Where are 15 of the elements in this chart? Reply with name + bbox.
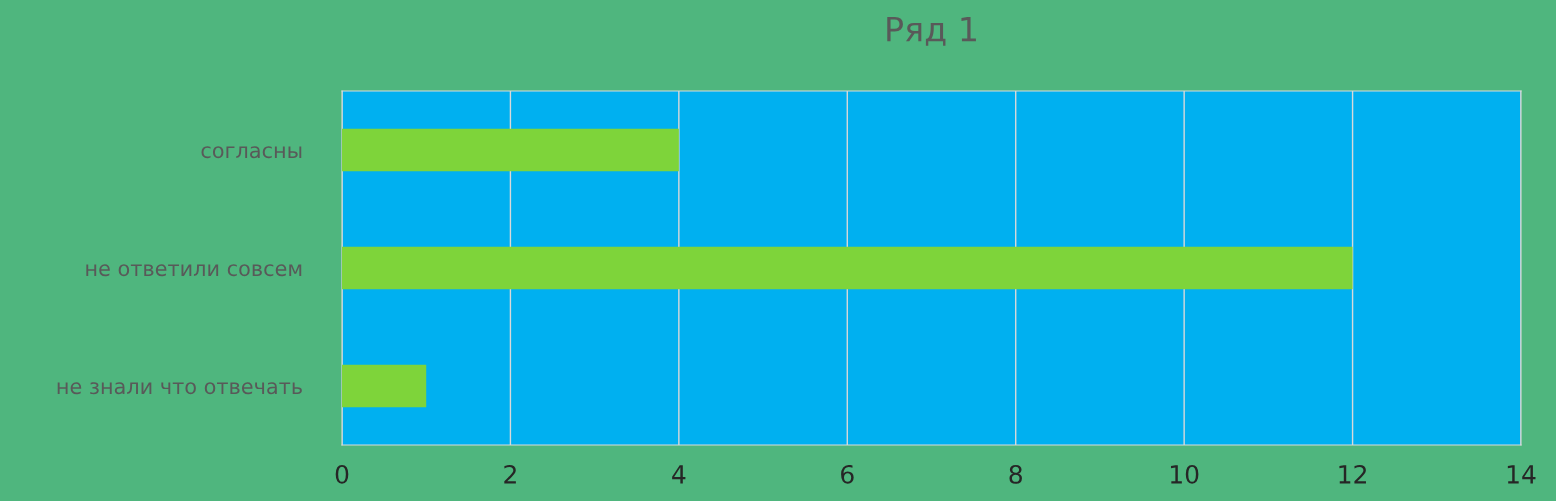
x-tick-label: 8	[1009, 464, 1022, 484]
x-tick-label: 2	[504, 464, 516, 484]
y-tick-label: не знали что отвечать	[57, 382, 302, 395]
chart-title: Ряд 1	[887, 16, 976, 46]
bar	[342, 246, 1353, 290]
x-tick-label: 12	[1339, 464, 1366, 484]
bar	[342, 364, 427, 408]
x-tick-label: 4	[672, 465, 686, 484]
x-tick-label: 6	[841, 464, 854, 484]
y-tick-label: согласны	[201, 146, 302, 159]
x-tick-label: 10	[1170, 464, 1199, 484]
x-tick-label: 14	[1507, 465, 1536, 484]
x-tick-label: 0	[335, 464, 349, 484]
bar	[342, 128, 679, 172]
y-tick-label: не ответили совсем	[86, 264, 302, 277]
